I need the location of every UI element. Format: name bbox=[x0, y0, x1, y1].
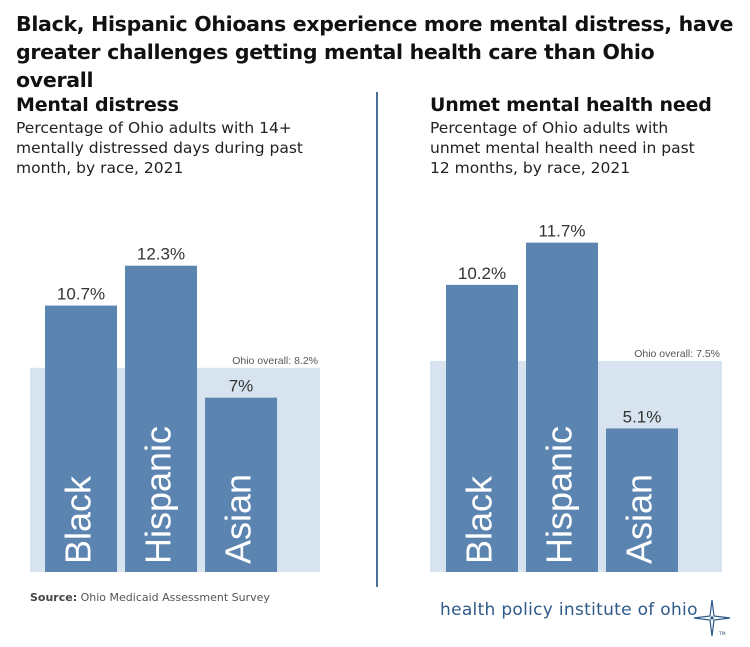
category-label-black: Black bbox=[58, 475, 99, 564]
mental-distress-panel: Mental distress Percentage of Ohio adult… bbox=[16, 92, 346, 582]
value-label-black: 10.7% bbox=[57, 285, 105, 304]
category-label-hispanic: Hispanic bbox=[138, 426, 179, 564]
category-label-asian: Asian bbox=[619, 474, 660, 564]
compass-star-icon: TM bbox=[693, 599, 731, 637]
panel-divider bbox=[376, 92, 378, 587]
mental-distress-title: Mental distress bbox=[16, 94, 179, 116]
bar-hispanic bbox=[526, 242, 598, 572]
value-label-asian: 5.1% bbox=[623, 407, 662, 426]
unmet-need-panel: Unmet mental health need Percentage of O… bbox=[430, 92, 750, 582]
source-note: Source: Ohio Medicaid Assessment Survey bbox=[30, 591, 270, 604]
mental-distress-subtitle: Percentage of Ohio adults with 14+ menta… bbox=[16, 119, 303, 177]
source-label: Source: bbox=[30, 591, 78, 604]
value-label-hispanic: 11.7% bbox=[539, 222, 586, 241]
hpio-logo: health policy institute of ohio bbox=[440, 600, 698, 620]
value-label-asian: 7% bbox=[229, 377, 254, 396]
logo-text: health policy institute of ohio bbox=[440, 600, 698, 620]
bar-black bbox=[45, 305, 117, 572]
category-label-hispanic: Hispanic bbox=[539, 426, 580, 564]
unmet-need-title: Unmet mental health need bbox=[430, 94, 712, 116]
category-label-black: Black bbox=[459, 475, 500, 564]
category-label-asian: Asian bbox=[218, 474, 259, 564]
bar-hispanic bbox=[125, 265, 197, 572]
unmet-need-subtitle: Percentage of Ohio adults with unmet men… bbox=[430, 119, 695, 177]
ohio-overall-label: Ohio overall: 8.2% bbox=[232, 355, 318, 367]
tm-mark: TM bbox=[718, 631, 726, 637]
bar-asian bbox=[205, 397, 277, 572]
source-text: Ohio Medicaid Assessment Survey bbox=[80, 591, 270, 604]
ohio-overall-label: Ohio overall: 7.5% bbox=[634, 348, 720, 360]
bar-asian bbox=[606, 428, 678, 572]
value-label-black: 10.2% bbox=[458, 264, 506, 283]
headline: Black, Hispanic Ohioans experience more … bbox=[16, 12, 734, 92]
bar-black bbox=[446, 284, 518, 572]
value-label-hispanic: 12.3% bbox=[137, 245, 185, 264]
